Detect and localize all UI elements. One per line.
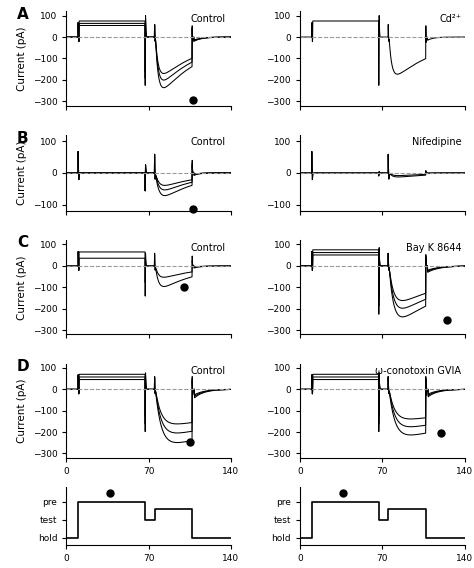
Text: Control: Control (191, 366, 226, 377)
Text: Control: Control (191, 137, 226, 147)
Y-axis label: Current (pA): Current (pA) (17, 141, 27, 205)
Text: A: A (17, 7, 29, 22)
Text: Control: Control (191, 243, 226, 253)
Text: Nifedipine: Nifedipine (411, 137, 461, 147)
Text: ω-conotoxin GVIA: ω-conotoxin GVIA (375, 366, 461, 377)
Y-axis label: Current (pA): Current (pA) (17, 255, 27, 320)
Text: C: C (17, 236, 28, 250)
Text: Cd²⁺: Cd²⁺ (439, 14, 461, 24)
Text: Control: Control (191, 14, 226, 24)
Text: D: D (17, 359, 30, 374)
Y-axis label: Current (pA): Current (pA) (17, 378, 27, 443)
Text: Bay K 8644: Bay K 8644 (406, 243, 461, 253)
Text: B: B (17, 131, 28, 146)
Y-axis label: Current (pA): Current (pA) (17, 26, 27, 91)
